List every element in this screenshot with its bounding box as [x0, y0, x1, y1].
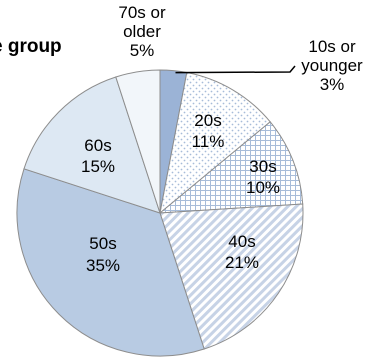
slice-30s-label: 30s 10% [246, 157, 280, 197]
pie-slices [16, 69, 304, 357]
slice-50s [16, 168, 205, 357]
slice-10s-or-younger-label: 10s or younger 3% [301, 37, 363, 94]
slice-20s-label: 20s 11% [192, 111, 225, 151]
slice-10s-or-younger-leader-line [175, 65, 296, 74]
pie-labels: 10s or younger 3% 20s 11% 30s 10% 40s 21% 50s 35% 6… [81, 3, 363, 275]
slice-60s-label: 60s 15% [81, 136, 115, 176]
slice-60s [23, 76, 161, 214]
slice-40s-label: 40s 21% [225, 232, 259, 272]
slice-70s-or-older [115, 69, 161, 214]
slice-70s-or-older-label: 70s or older 5% [118, 3, 166, 60]
slice-40s [159, 203, 304, 350]
slice-30s [158, 121, 304, 214]
chart-title: e group [0, 36, 62, 57]
slice-50s-label: 50s 35% [86, 234, 120, 275]
